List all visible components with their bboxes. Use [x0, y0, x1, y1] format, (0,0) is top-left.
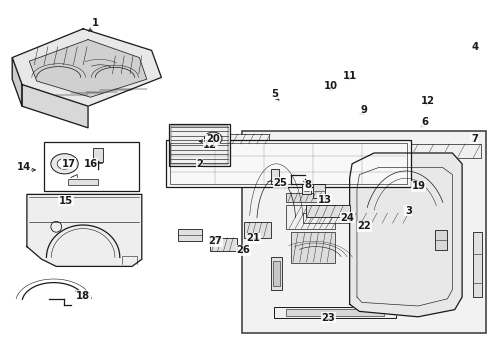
Text: 12: 12 [420, 96, 434, 106]
Bar [273, 307, 395, 318]
Text: 22: 22 [357, 221, 370, 231]
Circle shape [57, 158, 72, 169]
Text: 11: 11 [342, 71, 356, 81]
Text: 27: 27 [208, 236, 222, 246]
Polygon shape [27, 194, 142, 266]
Text: 2: 2 [196, 159, 203, 169]
Text: 1: 1 [92, 18, 99, 28]
Bar [434, 230, 447, 250]
Bar [312, 184, 325, 198]
Circle shape [51, 154, 78, 174]
Polygon shape [22, 85, 88, 128]
Bar [242, 131, 485, 333]
Polygon shape [12, 58, 22, 106]
Bar [244, 222, 271, 238]
Text: 14: 14 [16, 162, 31, 172]
Text: 4: 4 [471, 42, 478, 52]
Bar [68, 179, 98, 185]
Text: 13: 13 [317, 195, 331, 205]
Text: 26: 26 [236, 245, 250, 255]
Text: 21: 21 [246, 233, 260, 243]
Text: 15: 15 [59, 196, 73, 206]
Bar [170, 143, 406, 184]
Polygon shape [349, 153, 461, 317]
Bar [273, 261, 280, 286]
Text: 23: 23 [321, 312, 335, 323]
Text: 12: 12 [203, 140, 217, 150]
Text: 6: 6 [420, 117, 427, 127]
Circle shape [204, 132, 222, 145]
Bar [261, 144, 480, 158]
Bar [305, 205, 349, 217]
Bar [285, 193, 325, 202]
Bar [166, 140, 410, 187]
Bar [171, 134, 268, 144]
Text: 3: 3 [404, 206, 411, 216]
Text: 10: 10 [324, 81, 337, 91]
Bar [271, 169, 279, 184]
Text: 7: 7 [470, 134, 477, 144]
Bar [301, 184, 311, 194]
Text: 5: 5 [271, 89, 278, 99]
Polygon shape [29, 40, 146, 97]
Text: 16: 16 [83, 159, 97, 169]
Bar [303, 213, 407, 223]
Bar [44, 142, 139, 191]
Bar [271, 257, 282, 290]
Text: 24: 24 [340, 213, 353, 223]
Bar [170, 126, 227, 164]
Text: 9: 9 [360, 105, 367, 115]
Polygon shape [12, 29, 161, 106]
Text: 17: 17 [61, 159, 75, 169]
Bar [93, 148, 102, 162]
Bar [178, 229, 202, 241]
Text: 8: 8 [304, 180, 311, 190]
Bar [168, 124, 229, 166]
Text: 19: 19 [411, 181, 425, 191]
Bar [472, 232, 481, 297]
Bar [285, 309, 383, 316]
Bar [285, 205, 334, 229]
Bar [176, 147, 220, 155]
Text: 18: 18 [76, 291, 90, 301]
Text: 20: 20 [205, 134, 219, 144]
Text: 25: 25 [273, 178, 287, 188]
Bar [210, 238, 237, 251]
Bar [290, 232, 334, 263]
